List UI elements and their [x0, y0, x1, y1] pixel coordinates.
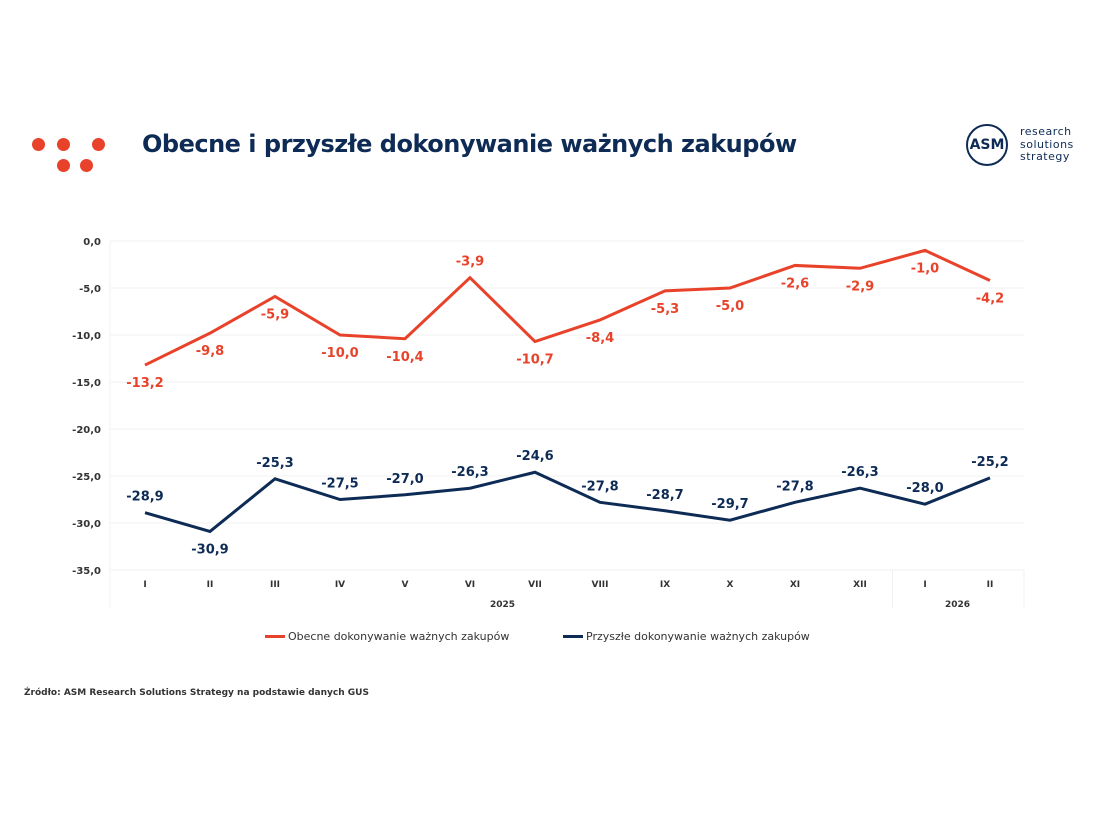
data-label: -26,3 [451, 465, 488, 480]
x-tick-label: II [207, 580, 214, 590]
data-label: -5,0 [716, 299, 744, 314]
y-tick-label: 0,0 [83, 237, 101, 248]
y-tick-label: -35,0 [72, 566, 101, 577]
logo-mark: ASM [966, 124, 1008, 166]
legend-swatch-current [265, 635, 285, 638]
x-tick-label: X [727, 580, 734, 590]
x-tick-label: XII [853, 580, 867, 590]
asm-logo: ASM research solutions strategy [966, 124, 1091, 170]
x-tick-label: IV [335, 580, 345, 590]
data-label: -27,0 [386, 472, 423, 487]
data-label: -3,9 [456, 255, 484, 270]
data-label: -5,3 [651, 302, 679, 317]
brand-dot [92, 138, 105, 151]
data-label: -26,3 [841, 465, 878, 480]
series-line-current [144, 248, 991, 367]
y-tick-label: -20,0 [72, 425, 101, 436]
legend-item-future: Przyszłe dokonywanie ważnych zakupów [563, 630, 810, 643]
y-tick-label: -15,0 [72, 378, 101, 389]
y-tick-label: -30,0 [72, 519, 101, 530]
year-label: 2025 [490, 600, 515, 610]
data-label: -10,4 [386, 350, 423, 365]
data-label: -30,9 [191, 542, 228, 557]
data-label: -2,6 [781, 276, 809, 291]
logo-line: solutions [1020, 137, 1074, 151]
source-note: Źródło: ASM Research Solutions Strategy … [24, 688, 369, 698]
legend-item-current: Obecne dokonywanie ważnych zakupów [265, 630, 509, 643]
y-tick-label: -25,0 [72, 472, 101, 483]
x-tick-label: VI [465, 580, 475, 590]
data-label: -1,0 [911, 261, 939, 276]
x-tick-label: I [923, 580, 926, 590]
logo-line: research [1020, 125, 1072, 138]
data-label: -9,8 [196, 344, 224, 359]
page-title: Obecne i przyszłe dokonywanie ważnych za… [142, 130, 797, 158]
data-label: -2,9 [846, 279, 874, 294]
logo-line: strategy [1020, 150, 1070, 163]
x-tick-label: VIII [591, 580, 608, 590]
x-tick-label: II [987, 580, 994, 590]
legend-label-current: Obecne dokonywanie ważnych zakupów [288, 630, 510, 643]
brand-dot [32, 138, 45, 151]
x-tick-label: V [402, 580, 409, 590]
data-label: -28,0 [906, 481, 943, 496]
data-label: -27,8 [581, 479, 618, 494]
x-tick-label: III [270, 580, 280, 590]
brand-dot [57, 159, 70, 172]
data-label: -25,2 [971, 455, 1008, 470]
brand-dot [57, 138, 70, 151]
legend-label-future: Przyszłe dokonywanie ważnych zakupów [586, 630, 810, 643]
data-label: -27,8 [776, 479, 813, 494]
legend-swatch-future [563, 635, 583, 638]
data-label: -10,7 [516, 353, 553, 368]
x-tick-label: XI [790, 580, 800, 590]
data-label: -5,9 [261, 307, 289, 322]
data-label: -29,7 [711, 497, 748, 512]
brand-dot [80, 159, 93, 172]
year-label: 2026 [945, 600, 970, 610]
x-tick-label: VII [528, 580, 542, 590]
data-label: -28,7 [646, 488, 683, 503]
y-tick-label: -10,0 [72, 331, 101, 342]
data-label: -28,9 [126, 490, 163, 505]
x-tick-label: I [143, 580, 146, 590]
data-label: -24,6 [516, 449, 553, 464]
y-tick-label: -5,0 [79, 284, 101, 295]
logo-tagline: research solutions strategy [1020, 125, 1074, 164]
data-label: -25,3 [256, 456, 293, 471]
data-label: -27,5 [321, 477, 358, 492]
x-tick-label: IX [660, 580, 670, 590]
data-label: -13,2 [126, 376, 163, 391]
brand-dots-logo [30, 136, 110, 176]
series-line-future [144, 470, 991, 534]
data-label: -10,0 [321, 346, 358, 361]
data-label: -8,4 [586, 331, 614, 346]
data-label: -4,2 [976, 291, 1004, 306]
